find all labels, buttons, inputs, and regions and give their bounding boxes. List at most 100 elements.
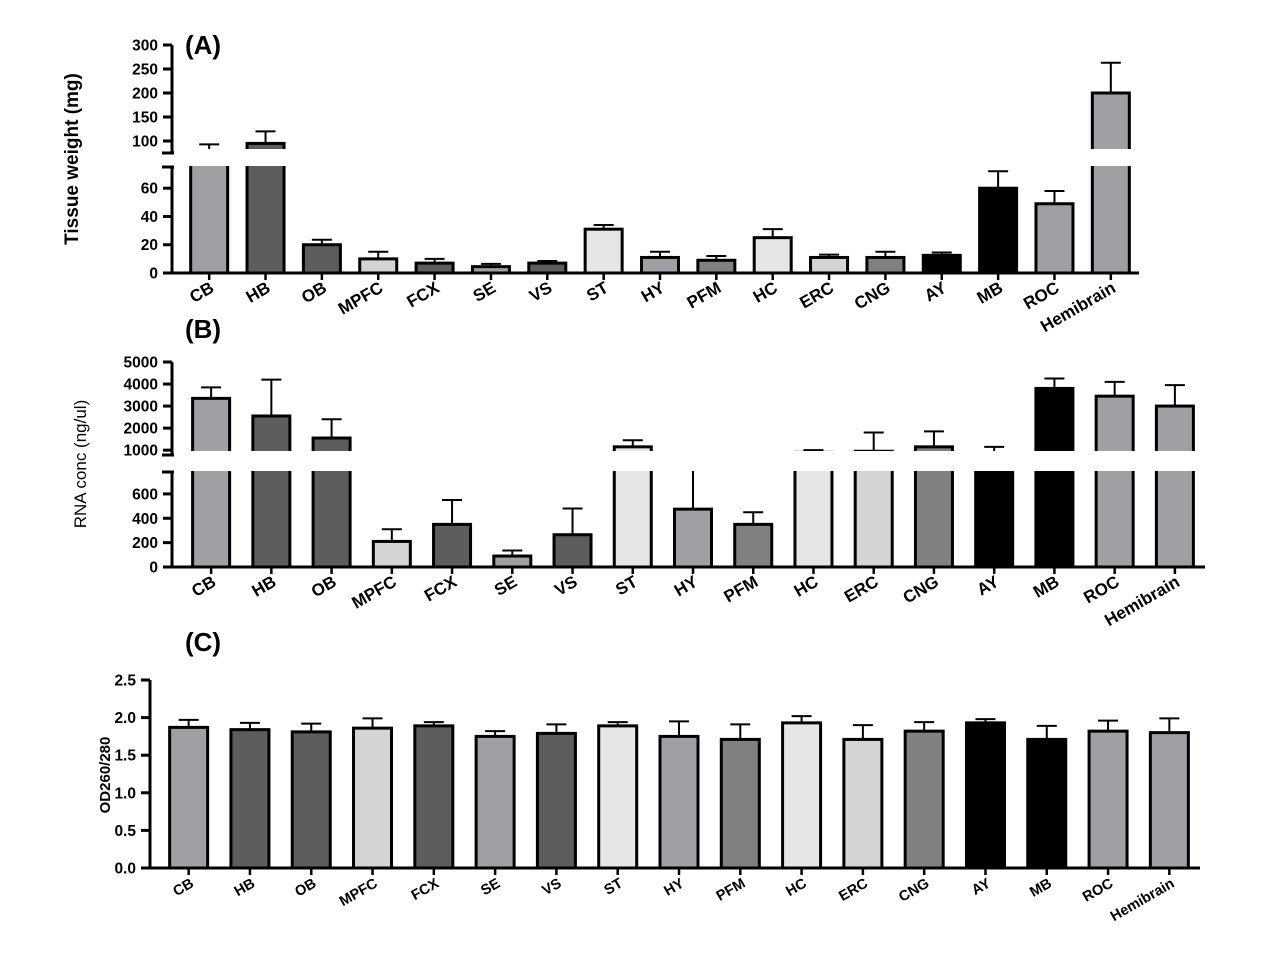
panel-c-bar-hy	[658, 734, 700, 870]
panel-c-x-tick-label: AY	[969, 875, 994, 898]
panel-b-x-tick-label: VS	[551, 572, 580, 600]
panel-b-bar-se	[492, 554, 533, 569]
panel-b-y-tick-label: 600	[132, 486, 158, 503]
panel-c-y-tick-label: 0.0	[114, 861, 136, 878]
panel-a-x-tick-label: MPFC	[335, 278, 386, 319]
panel-a-y-tick-label: 0	[149, 266, 158, 283]
panel-a-bar-hemibrain	[1090, 91, 1131, 275]
panel-c: (C) OD260/280 0.0 0.5 1.0 1.5 2.0 2.5 CB HB OB MP…	[97, 627, 1200, 925]
panel-a-bar-hc	[752, 236, 793, 275]
panel-c-x-tick-label: FCX	[409, 875, 442, 904]
panel-a-x-tick-label: HY	[638, 278, 669, 307]
panel-a-x-tick-label: FCX	[404, 278, 444, 312]
panel-b-x-tick-label: ROC	[1080, 572, 1122, 607]
panel-b-x-tick-label: OB	[308, 572, 340, 601]
panel-c-x-tick-label: Hemibrain	[1108, 876, 1177, 925]
panel-a-letter: (A)	[185, 30, 221, 60]
panel-a-bar-ay	[921, 253, 962, 275]
panel-c-x-tick-label: HB	[232, 876, 258, 900]
panel-a-x-tick-label: HC	[750, 278, 781, 307]
panel-b-bar-mb	[1034, 386, 1075, 569]
panel-c-bar-mpfc	[352, 726, 394, 870]
panel-b-bar-roc	[1094, 394, 1135, 569]
panel-b-bar-pfm	[733, 522, 774, 569]
panel-a-bar-pfm	[696, 258, 737, 275]
panel-b-bar-hb	[251, 414, 292, 569]
panel-a-y-tick-label: 100	[132, 134, 158, 151]
panel-b-x-tick-label: HY	[671, 572, 702, 601]
panel-b-y-tick-label: 0	[149, 560, 158, 577]
panel-c-x-tick-label: ST	[602, 876, 626, 899]
panel-b: (B) RNA conc (ng/ul) 0 200 400 600 1000 2000 3…	[71, 314, 1207, 630]
panel-b-x-tick-label: PFM	[721, 572, 762, 606]
panel-c-x-tick-label: CNG	[896, 876, 932, 906]
panel-b-x-tick-label: HB	[249, 572, 280, 601]
panel-c-bar-hc	[781, 721, 823, 870]
panel-a-x-tick-label: PFM	[684, 278, 725, 312]
panel-a-x-tick-label: CNG	[851, 278, 893, 313]
panel-a-x-tick-label: OB	[298, 278, 330, 307]
panel-b-x-tick-label: ST	[612, 572, 641, 600]
panel-b-y-tick-label: 400	[132, 511, 158, 528]
panel-c-y-axis-title: OD260/280	[97, 737, 114, 814]
panel-c-bar-vs	[535, 731, 577, 870]
panel-b-bar-hc	[793, 450, 834, 569]
panel-c-bar-hb	[229, 728, 271, 870]
panel-c-x-tick-label: HC	[783, 875, 810, 900]
panel-c-bar-cng	[903, 729, 945, 870]
panel-c-x-tick-label: ERC	[836, 875, 871, 904]
panel-a-x-tick-label: SE	[470, 278, 499, 306]
panel-a-x-tick-label: ST	[583, 278, 612, 306]
panel-b-bar-ay	[974, 453, 1015, 569]
panel-a-bar-erc	[809, 255, 850, 275]
panel-a-x-tick-label: MB	[974, 278, 1006, 308]
panel-c-bar-cb	[168, 725, 210, 870]
panel-c-y-tick-label: 2.0	[114, 710, 136, 727]
panel-a-x-tick-label: HB	[243, 278, 274, 307]
panel-c-x-tick-label: CB	[171, 876, 197, 900]
panel-b-bar-mpfc	[371, 539, 412, 569]
panel-b-y-tick-label: 3000	[124, 399, 158, 416]
panel-c-bar-st	[597, 724, 639, 870]
panel-a-y-tick-label: 40	[141, 209, 158, 226]
panel-c-bar-se	[474, 734, 516, 870]
panel-a: (A) Tissue weight (mg) 0 20 40 60 100 150 200 2…	[62, 30, 1141, 336]
panel-b-y-tick-label: 2000	[124, 421, 158, 438]
panel-b-y-tick-label: 5000	[124, 355, 158, 372]
panel-a-y-tick-label: 20	[141, 237, 158, 254]
panel-a-bar-cb	[189, 150, 230, 275]
panel-c-x-tick-label: HY	[662, 875, 688, 899]
panel-c-bar-erc	[842, 737, 884, 870]
panel-a-bar-mpfc	[358, 257, 399, 275]
panel-a-bar-roc	[1034, 202, 1075, 275]
panel-b-x-tick-label: ERC	[841, 572, 882, 606]
panel-b-bar-vs	[552, 533, 593, 569]
panel-a-y-tick-label: 250	[132, 62, 158, 79]
panel-b-x-tick-label: HC	[791, 572, 822, 601]
panel-b-letter: (B)	[185, 314, 221, 344]
panel-b-x-tick-label: AY	[974, 572, 1003, 600]
panel-a-y-tick-label: 60	[141, 181, 158, 198]
panel-c-y-tick-label: 1.0	[114, 785, 136, 802]
panel-b-y-tick-label: 200	[132, 535, 158, 552]
panel-a-bar-ob	[301, 243, 342, 275]
panel-a-y-tick-label: 150	[132, 110, 158, 127]
panel-c-x-tick-label: VS	[540, 875, 565, 899]
panel-b-y-tick-label: 1000	[124, 443, 158, 460]
panel-b-axis-break-gap	[174, 451, 1207, 471]
panel-b-x-tick-label: MPFC	[349, 572, 400, 613]
panel-c-bar-fcx	[413, 724, 455, 870]
panel-c-bar-hemibrain	[1148, 731, 1190, 870]
panel-a-bar-hy	[640, 255, 680, 275]
panel-c-bar-pfm	[719, 737, 761, 870]
panel-b-x-tick-label: CB	[188, 572, 219, 601]
panel-c-y-tick-label: 1.5	[114, 748, 136, 765]
panel-a-x-tick-label: ERC	[796, 278, 837, 312]
panel-c-letter: (C)	[185, 627, 221, 657]
panel-b-x-tick-label: FCX	[421, 572, 461, 606]
panel-a-axis-break-gap	[174, 149, 1141, 166]
panel-c-bar-mb	[1026, 737, 1068, 870]
panel-b-bar-cb	[191, 396, 232, 569]
panel-b-x-tick-label: CNG	[900, 572, 942, 607]
